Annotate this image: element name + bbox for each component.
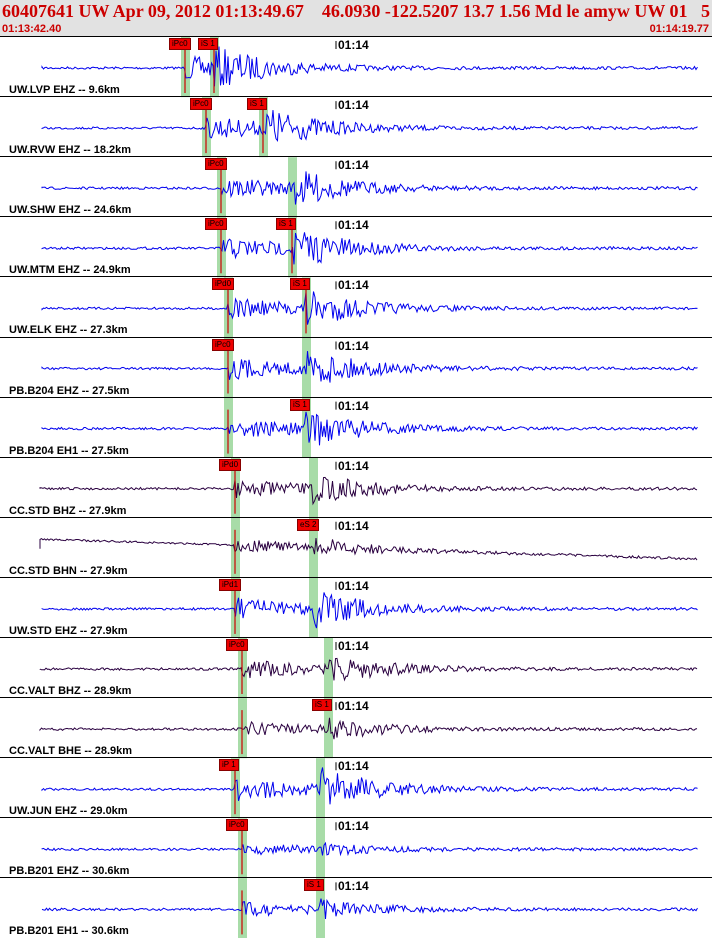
phase-pick-label[interactable]: iS 1	[304, 879, 324, 892]
station-label: UW.MTM EHZ -- 24.9km	[9, 264, 131, 277]
station-label: UW.SHW EHZ -- 24.6km	[9, 204, 132, 217]
phase-pick-label[interactable]: iPc0	[190, 98, 212, 111]
station-label: UW.LVP EHZ -- 9.6km	[9, 84, 120, 96]
trace-separator	[0, 457, 712, 458]
trace-separator	[0, 817, 712, 818]
phase-pick-label[interactable]: iPc0	[212, 338, 234, 351]
waveform-trace	[41, 592, 698, 629]
waveform-trace	[39, 717, 698, 740]
station-label: PB.B204 EHZ -- 27.5km	[9, 384, 130, 397]
waveform-trace	[41, 351, 698, 383]
event-header: 60407641 UW Apr 09, 2012 01:13:49.67 46.…	[0, 0, 712, 36]
waveform-trace	[41, 841, 698, 857]
time-tick-label: 01:14	[338, 759, 369, 774]
s-travel-band	[302, 397, 311, 458]
station-label: CC.STD BHZ -- 27.9km	[9, 504, 127, 517]
phase-pick-label[interactable]: iP 1	[219, 759, 239, 772]
trace-separator	[0, 156, 712, 157]
time-tick-label: 01:14	[338, 879, 369, 894]
time-tick-label: 01:14	[338, 98, 369, 113]
trace-separator	[0, 96, 712, 97]
phase-pick-label[interactable]: iPd0	[212, 278, 235, 291]
s-travel-band	[316, 878, 325, 938]
phase-pick-label[interactable]: iPc0	[226, 819, 248, 832]
time-tick-label: 01:14	[338, 398, 369, 413]
trace-separator	[0, 577, 712, 578]
phase-pick-label[interactable]: iPc0	[226, 639, 248, 651]
station-label: CC.VALT BHE -- 28.9km	[9, 745, 133, 758]
waveform-trace	[41, 110, 698, 142]
phase-pick-label[interactable]: eS 2	[297, 518, 320, 531]
waveform-trace	[39, 537, 698, 561]
waveform-trace	[41, 767, 698, 805]
time-tick-label: 01:14	[338, 458, 369, 473]
station-label: PB.B201 EH1 -- 30.6km	[9, 925, 129, 938]
event-title: 60407641 UW Apr 09, 2012 01:13:49.67 46.…	[2, 1, 710, 21]
trace-separator	[0, 517, 712, 518]
s-travel-band	[316, 818, 325, 879]
waveform-trace	[41, 232, 698, 265]
trace-separator	[0, 637, 712, 638]
phase-pick-label[interactable]: iS 1	[247, 98, 267, 111]
time-tick-label: 01:14	[338, 578, 369, 593]
s-travel-band	[316, 758, 325, 819]
time-tick-label: 01:14	[338, 278, 369, 293]
station-label: UW.STD EHZ -- 27.9km	[9, 624, 128, 637]
station-label: PB.B201 EHZ -- 30.6km	[9, 865, 130, 878]
waveform-trace	[41, 411, 698, 446]
waveform-trace	[41, 171, 698, 205]
time-tick-label: 01:14	[338, 218, 369, 233]
station-label: PB.B204 EH1 -- 27.5km	[9, 444, 129, 457]
station-label: CC.VALT BHZ -- 28.9km	[9, 685, 132, 697]
waveform-trace	[41, 898, 698, 919]
phase-pick-label[interactable]: iPd1	[219, 578, 242, 591]
time-tick-label: 01:14	[338, 639, 369, 653]
time-tick-label: 01:14	[338, 699, 369, 714]
time-tick-label: 01:14	[338, 819, 369, 834]
time-tick-label: 01:14	[338, 338, 369, 353]
phase-pick-label[interactable]: iS 1	[290, 278, 310, 291]
s-travel-band	[309, 577, 318, 638]
trace-separator	[0, 757, 712, 758]
trace-separator	[0, 276, 712, 277]
waveform-trace	[41, 291, 698, 325]
phase-pick-label[interactable]: iS 1	[312, 699, 332, 712]
trace-separator	[0, 216, 712, 217]
station-label: UW.RVW EHZ -- 18.2km	[9, 144, 132, 157]
trace-separator	[0, 36, 712, 37]
waveform-trace	[39, 476, 698, 506]
station-label: UW.ELK EHZ -- 27.3km	[9, 324, 128, 337]
time-tick-label: 01:14	[338, 38, 369, 52]
trace-separator	[0, 877, 712, 878]
phase-pick-label[interactable]: iS 1	[198, 38, 218, 50]
station-label: CC.STD BHN -- 27.9km	[9, 564, 128, 577]
waveform-trace	[41, 46, 698, 87]
waveform-trace	[39, 657, 698, 682]
phase-pick-label[interactable]: iS 1	[290, 398, 310, 411]
trace-separator	[0, 337, 712, 338]
trace-separator	[0, 397, 712, 398]
time-tick-label: 01:14	[338, 518, 369, 533]
phase-pick-label[interactable]: iPc0	[205, 158, 227, 171]
phase-pick-label[interactable]: iS 1	[276, 218, 296, 231]
end-time: 01:14:19.77	[649, 23, 709, 35]
start-time: 01:13:42.40	[2, 23, 62, 35]
time-tick-label: 01:14	[338, 158, 369, 173]
phase-pick-label[interactable]: iPd0	[219, 458, 242, 471]
phase-pick-label[interactable]: iPc0	[169, 38, 191, 50]
phase-pick-label[interactable]: iPc0	[205, 218, 227, 231]
trace-separator	[0, 697, 712, 698]
s-travel-band	[309, 457, 318, 518]
station-label: UW.JUN EHZ -- 29.0km	[9, 805, 128, 818]
